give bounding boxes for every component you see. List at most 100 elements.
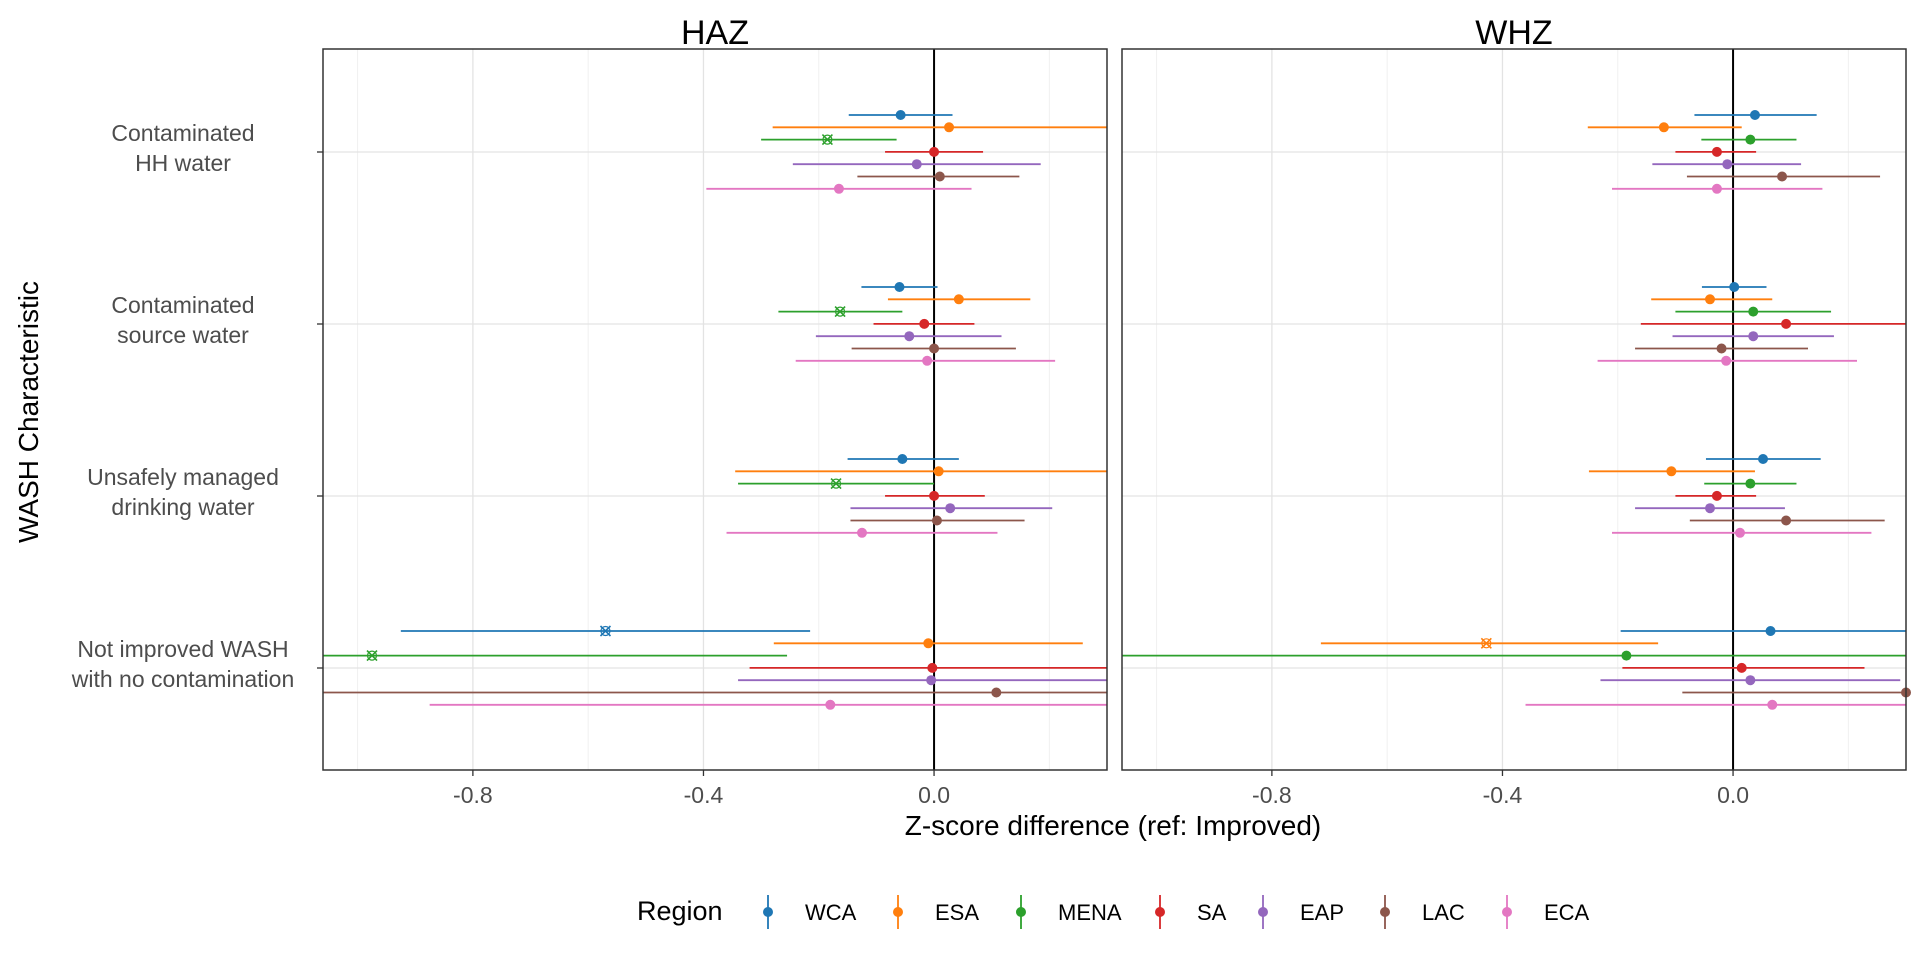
x-tick-label: -0.8	[1252, 782, 1292, 808]
series-wca	[1620, 110, 1906, 636]
legend-key-point	[1155, 907, 1165, 917]
point-estimate	[1736, 662, 1747, 673]
point-estimate	[1781, 515, 1792, 526]
point-estimate	[945, 503, 956, 514]
y-category-label: Contaminated	[111, 292, 254, 318]
point-estimate-cross-ring	[600, 625, 611, 637]
point-estimate	[1745, 134, 1756, 145]
series-wca	[400, 110, 959, 637]
y-category-label: drinking water	[111, 494, 255, 520]
point-estimate	[857, 527, 867, 538]
series-eap	[738, 159, 1107, 686]
y-category-label: source water	[117, 322, 249, 348]
point-estimate	[1748, 306, 1759, 317]
point-estimate	[1705, 503, 1715, 514]
y-axis-title: WASH Characteristic	[13, 281, 44, 543]
series-sa	[1622, 146, 1906, 673]
point-estimate	[1781, 318, 1792, 329]
point-estimate	[825, 699, 836, 710]
x-tick-label: -0.4	[684, 782, 724, 808]
point-estimate-cross-ring	[834, 306, 846, 317]
point-estimate	[1745, 675, 1756, 686]
point-estimate	[1716, 343, 1727, 354]
point-estimate	[953, 294, 964, 305]
facet-title-haz: HAZ	[681, 14, 749, 52]
legend-key-point	[763, 907, 773, 917]
point-estimate	[1658, 122, 1669, 133]
point-estimate	[1729, 282, 1740, 292]
legend-label: MENA	[1058, 900, 1122, 925]
point-estimate	[897, 454, 908, 464]
panel-border	[1121, 48, 1907, 771]
legend-item-mena: MENA	[1016, 895, 1122, 929]
y-category-label: Contaminated	[111, 120, 254, 146]
facet-title-whz: WHZ	[1475, 14, 1552, 52]
point-estimate	[911, 159, 922, 170]
y-category-label: HH water	[135, 150, 231, 176]
point-estimate	[1621, 650, 1632, 661]
point-estimate	[833, 183, 844, 194]
legend-item-esa: ESA	[893, 895, 979, 929]
series-eca	[1525, 183, 1906, 710]
panel-whz: -0.8 -0.4 0.0	[1121, 48, 1911, 808]
point-estimate	[1749, 110, 1760, 120]
legend-key-point	[1502, 907, 1512, 917]
x-tick-label: -0.4	[1483, 782, 1523, 808]
point-estimate	[1705, 294, 1715, 305]
point-estimate	[1777, 171, 1788, 182]
legend-item-eca: ECA	[1502, 895, 1590, 929]
legend-label: EAP	[1300, 900, 1344, 925]
legend-key-point	[893, 907, 903, 917]
legend-label: LAC	[1422, 900, 1465, 925]
y-axis-labels: Contaminated HH water Contaminated source w…	[71, 120, 323, 692]
series-eap	[1600, 159, 1901, 686]
point-estimate	[894, 282, 905, 292]
y-category-label: Not improved WASH	[77, 636, 288, 662]
y-category-label: with no contamination	[71, 666, 294, 692]
point-estimate	[1711, 490, 1722, 501]
point-estimate	[1758, 454, 1769, 464]
legend-item-sa: SA	[1155, 895, 1227, 929]
point-estimate	[944, 122, 955, 133]
x-axis-title: Z-score difference (ref: Improved)	[905, 810, 1322, 841]
plot-panels: -0.8 -0.4 0.0 -0.8 -0.4 0.0	[322, 48, 1911, 808]
panel-background	[1122, 49, 1906, 770]
series-mena	[323, 134, 935, 662]
legend-title: Region	[637, 896, 723, 926]
point-estimate	[1765, 626, 1776, 636]
series-lac	[323, 171, 1107, 698]
point-estimate	[919, 318, 930, 329]
point-estimate	[929, 343, 940, 354]
point-estimate-cross-ring	[822, 134, 833, 145]
point-estimate	[927, 662, 938, 673]
panel-background	[323, 49, 1107, 770]
x-tick-label: -0.8	[453, 782, 493, 808]
point-estimate-cross-ring	[366, 650, 378, 661]
point-estimate	[1745, 478, 1756, 489]
series-esa	[735, 122, 1107, 649]
legend-label: WCA	[805, 900, 857, 925]
legend: Region WCA ESA MENA SA EAP LAC ECA	[637, 895, 1590, 929]
point-estimate	[926, 675, 937, 686]
legend-label: SA	[1197, 900, 1227, 925]
point-estimate	[1722, 159, 1733, 170]
point-estimate-cross-ring	[1481, 638, 1492, 649]
legend-key-point	[1016, 907, 1026, 917]
point-estimate	[895, 110, 906, 120]
point-estimate	[933, 466, 944, 477]
point-estimate	[1767, 699, 1778, 710]
x-tick-label: 0.0	[918, 782, 950, 808]
point-estimate	[1734, 527, 1745, 538]
y-category-label: Unsafely managed	[87, 464, 279, 490]
point-estimate	[929, 146, 940, 157]
point-estimate	[922, 355, 933, 366]
point-estimate	[1666, 466, 1677, 477]
series-mena	[1122, 134, 1906, 661]
series-sa	[749, 146, 1107, 673]
legend-item-wca: WCA	[763, 895, 857, 929]
legend-key-point	[1380, 907, 1390, 917]
legend-key-point	[1258, 907, 1268, 917]
point-estimate	[934, 171, 945, 182]
point-estimate	[1748, 331, 1759, 342]
